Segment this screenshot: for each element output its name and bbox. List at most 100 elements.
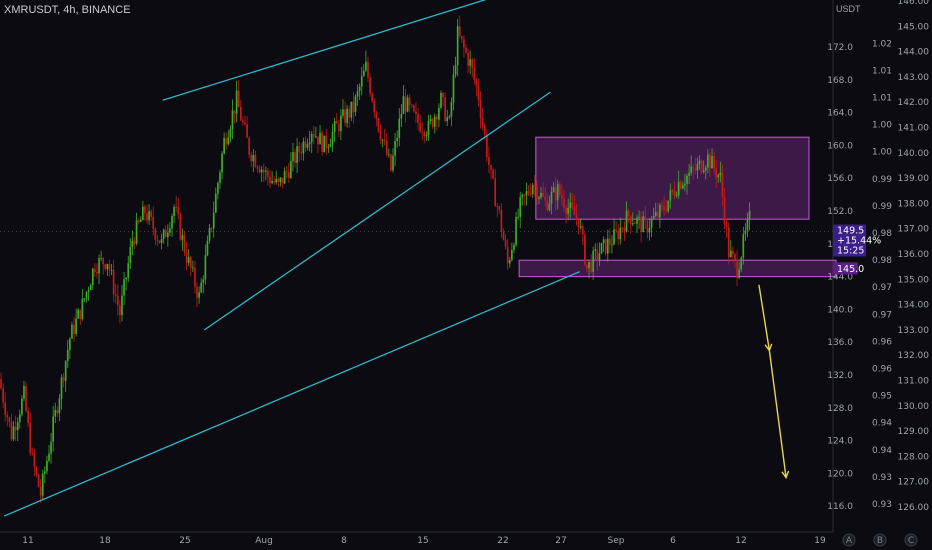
candle-up [515,216,517,245]
candle-down [546,200,549,211]
candle-down [4,402,7,415]
tertiary-tick-label: 139.00 [898,174,930,184]
candle-up [631,223,634,225]
candle-down [164,229,167,237]
secondary-tick-label: 0.96 [872,365,892,375]
candle-up [141,206,144,221]
candle-up [331,131,334,145]
candle-down [8,417,11,422]
candle-up [125,277,127,280]
candle-down [325,135,328,148]
last-price-text: 15:25 [837,246,864,257]
candle-down [375,112,378,119]
candle-up [433,116,436,127]
candle-down [156,239,159,241]
candle-down [571,202,574,208]
candle-up [342,109,344,116]
candle-up [214,193,217,213]
candle-down [298,146,301,153]
candle-up [229,128,232,138]
candle-down [640,216,642,233]
candle-up [121,295,123,316]
candle-up [525,191,528,196]
candle-down [14,426,17,431]
candle-up [202,279,205,283]
candle-up [169,228,171,233]
candle-down [656,211,659,218]
time-tick-label: Aug [255,536,273,546]
candle-up [354,96,357,113]
candle-down [527,191,530,194]
candle-up [127,263,130,278]
tertiary-tick-label: 146.00 [898,0,930,7]
candle-up [684,183,686,186]
candle-up [198,292,200,298]
candle-down [481,117,484,126]
time-tick-label: 19 [814,536,826,546]
candle-down [233,110,236,114]
last-price-text: 149.5 [837,226,864,237]
long-support[interactable] [3,271,580,517]
candle-up [171,216,173,229]
candle-up [319,132,321,145]
candle-down [244,122,246,125]
candle-down [371,93,374,102]
tertiary-tick-label: 133.00 [898,326,930,336]
candle-down [627,210,630,216]
candle-down [248,137,250,155]
candle-down [734,254,736,260]
corner-button-c[interactable] [904,533,918,547]
candle-up [75,318,77,334]
candle-down [196,286,198,298]
candle-down [563,198,565,208]
candle-down [419,122,421,132]
tertiary-tick-label: 126.00 [898,503,930,513]
candle-up [48,453,50,461]
candle-up [160,239,163,244]
candle-down [721,172,724,198]
candle-up [642,216,645,233]
candle-up [619,227,622,240]
candle-up [18,414,21,423]
candle-down [390,154,392,171]
candle-down [644,216,647,221]
candle-up [71,324,73,339]
secondary-tick-label: 0.96 [872,337,892,347]
candle-up [508,259,511,264]
candle-up [513,244,515,250]
wedge-lower[interactable] [203,91,551,331]
candle-up [58,398,61,414]
candle-down [73,324,75,334]
candle-up [310,133,313,143]
candle-down [79,309,82,319]
candle-down [488,157,490,166]
channel-upper[interactable] [162,0,505,101]
projection-segment [768,350,787,478]
candle-down [258,168,261,173]
candle-down [479,100,482,118]
candle-down [673,191,676,196]
candle-up [686,175,688,184]
last-price-text: +15.44% [837,236,881,247]
tertiary-tick-label: 130.00 [898,402,930,412]
candle-up [60,377,63,399]
candle-down [273,181,276,183]
corner-button-a[interactable] [842,533,856,547]
candle-up [440,92,442,108]
candle-up [690,166,693,173]
price-tick-label: 156.0 [827,174,853,184]
candle-down [158,240,161,244]
candle-up [275,178,278,183]
projection-arrows [758,284,790,479]
candle-down [210,227,213,229]
candle-down [194,267,196,287]
corner-button-b[interactable] [873,533,887,547]
candle-down [133,240,136,244]
candle-up [129,247,132,264]
candle-up [365,61,367,71]
candle-down [25,385,27,411]
candle-up [98,258,100,274]
candle-up [206,240,209,256]
